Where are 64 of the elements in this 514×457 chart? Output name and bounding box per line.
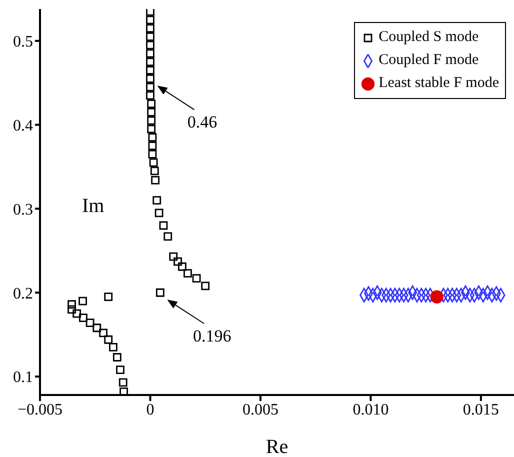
point	[150, 166, 159, 176]
point	[146, 32, 154, 41]
point	[146, 82, 154, 92]
point	[99, 328, 108, 338]
point	[146, 91, 154, 100]
point	[146, 74, 154, 83]
legend-label: Least stable F mode	[378, 75, 499, 92]
point	[104, 335, 113, 344]
point	[184, 269, 192, 278]
point	[430, 290, 444, 304]
point	[79, 314, 88, 322]
point	[148, 150, 157, 158]
point	[151, 176, 160, 184]
point	[156, 288, 164, 297]
annotation: 0.196	[193, 326, 232, 346]
y-tick-label: 0.3	[13, 201, 33, 218]
y-tick-label: 0.1	[13, 369, 33, 386]
point	[154, 208, 164, 218]
point	[146, 9, 154, 16]
point	[146, 58, 154, 66]
legend-label: Coupled F mode	[378, 52, 479, 69]
point	[174, 257, 182, 266]
x-tick-label: −0.005	[17, 401, 63, 418]
point	[192, 274, 201, 283]
point	[68, 300, 76, 309]
point	[169, 252, 178, 261]
y-tick-label: 0.2	[13, 285, 33, 302]
point	[148, 142, 157, 150]
point	[178, 262, 186, 271]
point	[118, 378, 128, 387]
x-tick-label: 0	[146, 401, 154, 418]
point	[164, 232, 172, 241]
point	[104, 292, 113, 302]
x-tick-label: 0.005	[242, 401, 278, 418]
point	[86, 318, 94, 328]
point	[78, 296, 87, 306]
point	[146, 40, 154, 50]
legend-label: Coupled S mode	[378, 29, 479, 46]
point	[146, 24, 154, 32]
y-axis-title: Im	[82, 195, 105, 217]
point	[152, 196, 162, 205]
point	[112, 353, 122, 362]
point	[149, 158, 158, 167]
point	[159, 221, 168, 230]
y-tick-label: 0.5	[13, 34, 33, 51]
annotation: 0.46	[187, 112, 218, 132]
point	[147, 124, 156, 134]
point	[148, 133, 157, 142]
point	[146, 49, 154, 58]
point	[72, 309, 82, 318]
x-axis-title: Re	[266, 436, 288, 457]
y-tick-label: 0.4	[13, 117, 33, 134]
point	[146, 16, 154, 24]
x-tick-label: 0.015	[462, 401, 499, 418]
point	[108, 342, 118, 352]
point	[201, 282, 210, 290]
point	[147, 100, 156, 108]
point	[68, 305, 76, 314]
point	[116, 366, 124, 374]
point	[146, 66, 154, 74]
point	[147, 116, 156, 125]
x-tick-label: 0.010	[352, 401, 389, 418]
point	[147, 108, 156, 116]
point	[92, 324, 102, 332]
